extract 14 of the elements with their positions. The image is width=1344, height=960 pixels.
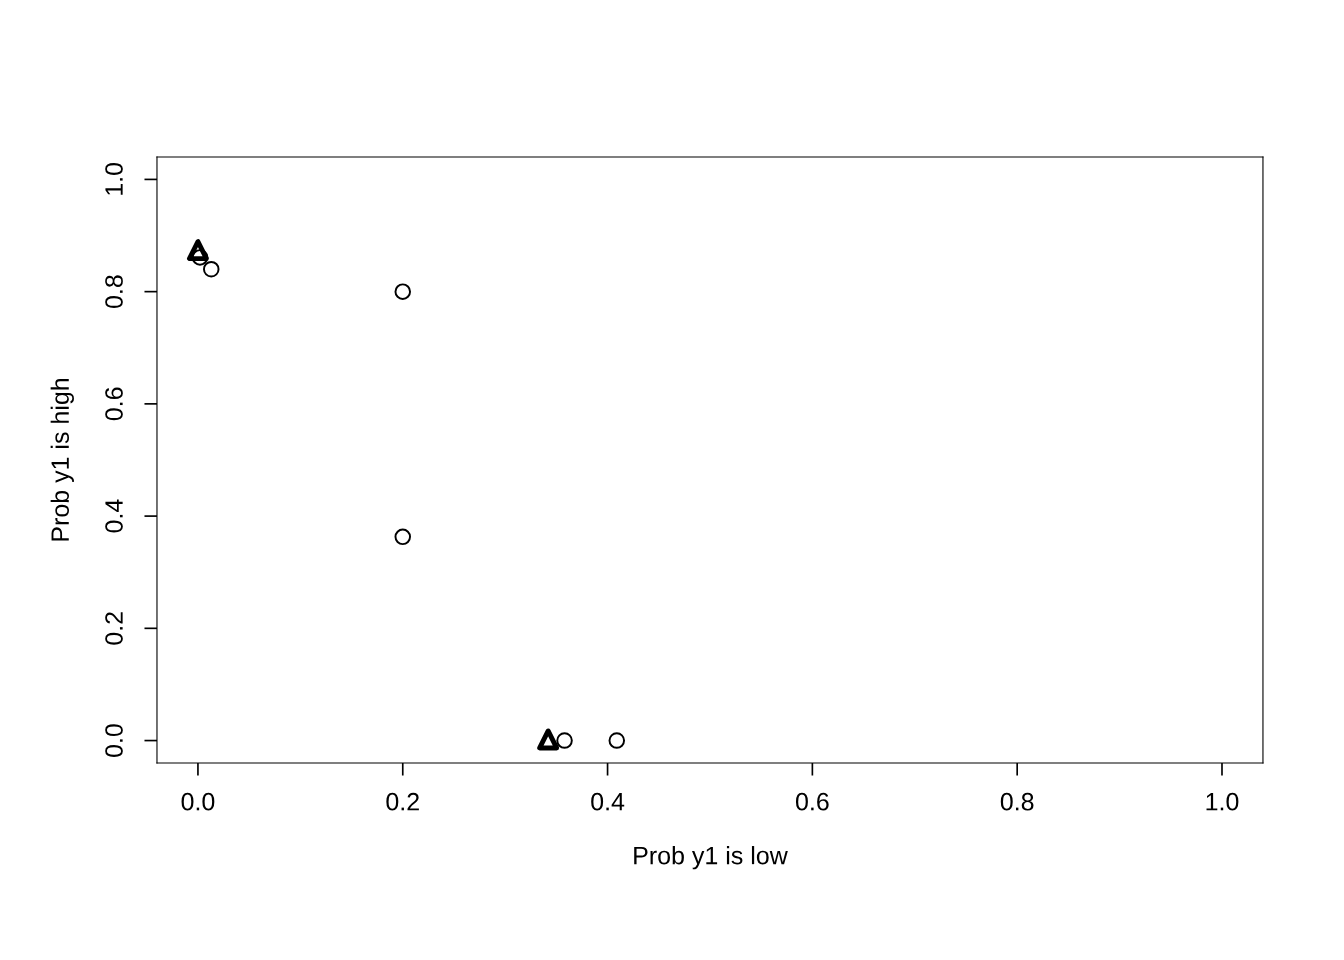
x-tick-label: 0.4 bbox=[591, 792, 625, 811]
y-tick-label: 0.4 bbox=[105, 499, 123, 533]
y-axis-title: Prob y1 is high bbox=[50, 378, 74, 541]
y-tick-label: 1.0 bbox=[105, 163, 123, 195]
x-tick-label: 0.2 bbox=[386, 792, 419, 811]
x-tick-label: 1.0 bbox=[1206, 792, 1239, 811]
y-tick-label: 0.6 bbox=[105, 387, 123, 421]
x-axis-title: Prob y1 is low bbox=[634, 846, 788, 870]
x-tick-label: 0.0 bbox=[181, 792, 215, 811]
x-tick-label: 0.6 bbox=[795, 792, 829, 811]
y-tick-label: 0.8 bbox=[105, 275, 123, 309]
x-tick-label: 0.8 bbox=[1000, 792, 1034, 811]
y-tick-label: 0.2 bbox=[105, 612, 123, 645]
y-tick-label: 0.0 bbox=[105, 724, 123, 757]
